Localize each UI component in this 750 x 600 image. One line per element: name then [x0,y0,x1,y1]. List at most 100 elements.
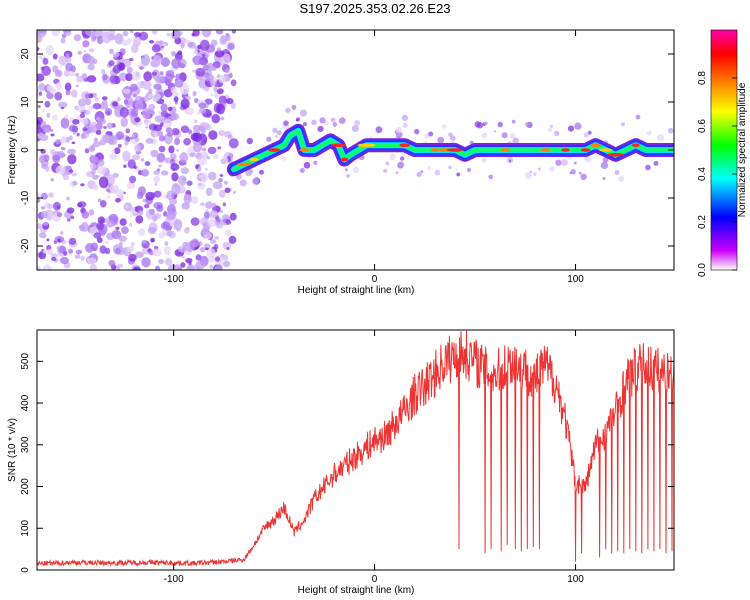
y-tick-label: 0 [20,147,31,153]
noise-blob [186,39,191,43]
noise-blob [117,263,124,268]
bottom-y-axis-label: SNR (10 * v/v) [7,418,18,482]
noise-blob [216,47,222,52]
noise-blob [190,217,200,226]
noise-blob [138,31,149,41]
noise-blob [80,255,86,261]
noise-blob [46,238,50,242]
noise-blob [99,200,107,208]
noise-blob [106,220,115,228]
noise-blob [189,152,196,158]
noise-blob [214,83,219,88]
noise-blob [208,171,217,181]
noise-blob [102,134,112,144]
noise-blob [231,30,237,34]
y-tick-label: -10 [20,190,31,205]
ridge-noise-blob [667,127,674,134]
ridge-noise-blob [580,173,587,181]
noise-blob [153,190,162,198]
noise-blob [140,158,145,162]
noise-blob [225,98,234,105]
ridge-noise-blob [330,117,336,123]
noise-blob [130,245,134,249]
noise-blob [67,148,76,155]
noise-blob [69,71,76,77]
noise-blob [184,107,195,115]
ridge-noise-blob [395,126,403,134]
y-tick-label: 400 [20,394,31,411]
noise-blob [42,127,48,133]
noise-blob [112,52,120,58]
noise-blob [130,242,135,246]
noise-blob [96,164,100,169]
noise-blob [84,109,91,115]
noise-blob [141,239,147,244]
ridge-noise-blob [354,119,361,127]
ridge-noise-blob [675,151,682,158]
noise-blob [164,257,173,266]
noise-blob [92,174,99,180]
noise-blob [213,86,218,92]
noise-blob [116,96,121,102]
bottom-x-axis-label: Height of straight line (km) [298,585,415,596]
noise-blob [60,146,66,151]
noise-blob [80,221,89,232]
noise-blob [64,82,72,91]
noise-blob [80,183,85,187]
noise-blob [129,83,138,92]
noise-blob [197,182,206,190]
noise-blob [68,124,78,133]
ridge-noise-blob [618,175,625,183]
noise-blob [46,92,54,100]
y-tick-label: 500 [20,353,31,370]
ridge-noise-blob [560,159,568,167]
noise-blob [44,100,51,108]
noise-blob [166,33,171,37]
noise-blob [136,191,144,200]
ridge-noise-blob [646,130,652,136]
snr-plot-area [37,330,674,568]
noise-blob [132,94,137,98]
noise-blob [68,169,74,174]
noise-blob [138,209,144,216]
ridge-peak [299,148,310,152]
noise-blob [171,172,179,182]
noise-blob [52,53,58,60]
noise-blob [210,93,214,97]
noise-blob [145,126,149,129]
noise-blob [129,30,134,34]
noise-blob [92,184,99,191]
noise-blob [187,264,195,270]
noise-blob [50,133,55,137]
noise-blob [211,39,218,47]
noise-blob [87,257,97,265]
noise-blob [209,239,217,244]
ridge-noise-blob [319,117,326,124]
noise-blob [167,106,173,112]
noise-blob [191,196,199,205]
noise-blob [81,118,89,126]
ridge-noise-blob [675,132,682,139]
heatmap-layer [37,30,682,270]
noise-blob [59,256,70,265]
noise-blob [183,138,191,146]
ridge-noise-blob [573,161,577,165]
noise-blob [46,85,54,92]
noise-blob [101,32,112,44]
noise-blob [115,226,120,231]
noise-blob [143,95,150,102]
ridge-noise-blob [299,109,308,117]
noise-blob [147,226,157,235]
x-tick-label: -100 [164,274,184,285]
noise-blob [111,230,122,240]
ridge-noise-blob [402,122,408,128]
noise-blob [192,90,197,97]
noise-blob [37,266,41,270]
noise-blob [41,120,47,127]
ridge-peak [607,153,625,157]
noise-blob [46,112,51,118]
noise-blob [121,39,131,46]
noise-blob [109,153,117,160]
noise-blob [195,165,199,170]
noise-blob [133,165,137,170]
